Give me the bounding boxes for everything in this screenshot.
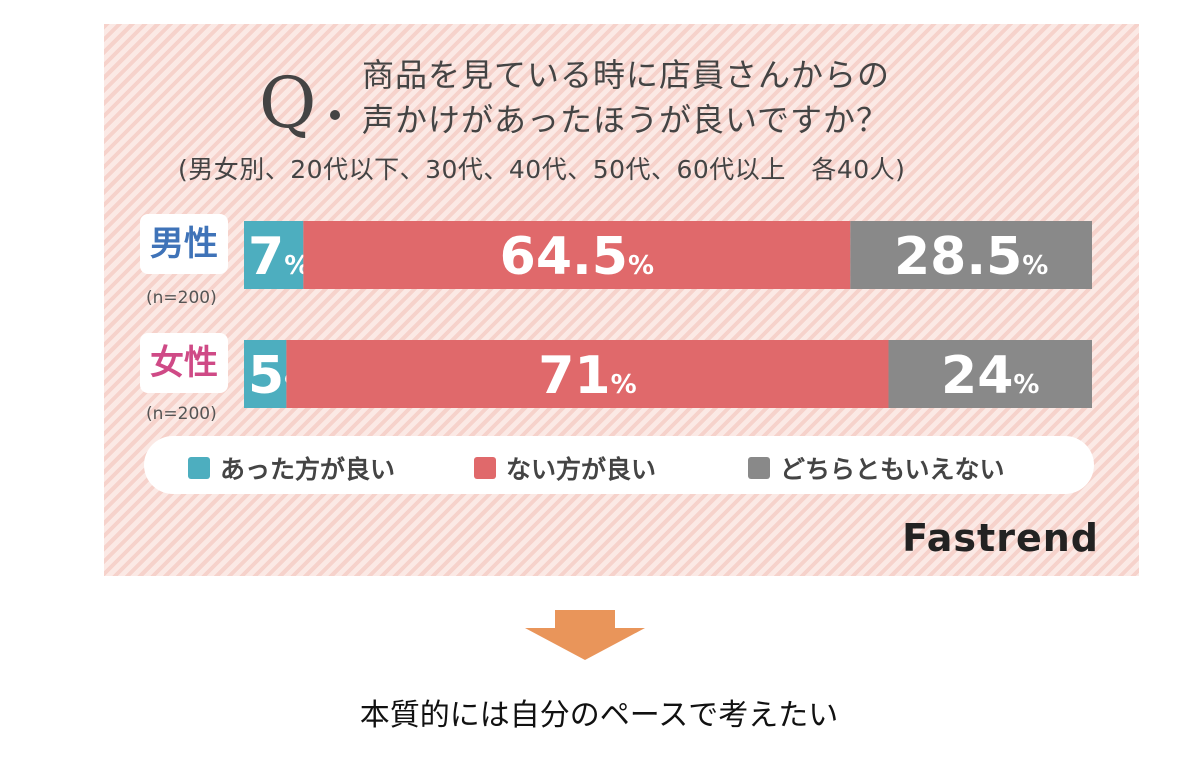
- legend-swatch-no: [474, 457, 496, 479]
- bar-segment-1-2: [888, 340, 1092, 408]
- brand-logo: Fastrend: [902, 516, 1099, 560]
- bar-segment-1-1: [286, 340, 889, 408]
- chart-panel: Q 商品を見ている時に店員さんからの 声かけがあったほうが良いですか？ (男女別…: [104, 24, 1139, 576]
- bar-value-label-1-1: 71%: [538, 346, 636, 406]
- legend-label-no: ない方が良い: [506, 455, 657, 484]
- bar-segment-0-2: [850, 221, 1092, 289]
- legend-item-no: ない方が良い: [474, 450, 656, 486]
- legend: あった方が良い ない方が良い どちらともいえない: [144, 436, 1094, 494]
- bar-segment-0-0: [244, 221, 304, 289]
- question-line2: 声かけがあったほうが良いですか？: [362, 101, 890, 139]
- bar-segment-1-0: [244, 340, 287, 408]
- question-dot: [330, 110, 340, 120]
- male-label-box: [140, 214, 228, 274]
- legend-item-yes: あった方が良い: [188, 450, 395, 486]
- down-arrow-icon: [525, 610, 645, 660]
- question-line1: 商品を見ている時に店員さんからの: [362, 56, 891, 94]
- bar-value-label-0-2: 28.5%: [894, 227, 1048, 287]
- female-label: 女性: [150, 343, 218, 383]
- question-subtitle: (男女別、20代以下、30代、40代、50代、60代以上 各40人): [178, 155, 906, 184]
- legend-item-neither: どちらともいえない: [748, 450, 1005, 486]
- bar-value-label-0-1: 64.5%: [500, 227, 654, 287]
- legend-label-neither: どちらともいえない: [780, 455, 1005, 484]
- male-label: 男性: [150, 224, 218, 264]
- female-label-box: [140, 333, 228, 393]
- bar-segment-0-1: [303, 221, 851, 289]
- male-sample-size: (n=200): [146, 288, 217, 308]
- bar-value-label-1-2: 24%: [941, 346, 1039, 406]
- legend-swatch-neither: [748, 457, 770, 479]
- question-mark: Q: [259, 62, 317, 144]
- caption: 本質的には自分のペースで考えたい: [359, 698, 839, 733]
- female-sample-size: (n=200): [146, 404, 217, 424]
- legend-label-yes: あった方が良い: [220, 455, 396, 484]
- stacked-bar-chart: 7%64.5%28.5%5%71%24%: [244, 221, 1092, 408]
- legend-swatch-yes: [188, 457, 210, 479]
